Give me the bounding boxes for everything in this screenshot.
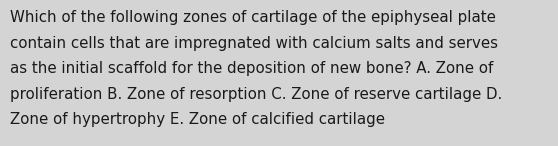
Text: proliferation B. Zone of resorption C. Zone of reserve cartilage D.: proliferation B. Zone of resorption C. Z… [10,87,502,102]
Text: Zone of hypertrophy E. Zone of calcified cartilage: Zone of hypertrophy E. Zone of calcified… [10,112,385,127]
Text: as the initial scaffold for the deposition of new bone? A. Zone of: as the initial scaffold for the depositi… [10,61,493,76]
Text: contain cells that are impregnated with calcium salts and serves: contain cells that are impregnated with … [10,36,498,51]
Text: Which of the following zones of cartilage of the epiphyseal plate: Which of the following zones of cartilag… [10,10,496,25]
